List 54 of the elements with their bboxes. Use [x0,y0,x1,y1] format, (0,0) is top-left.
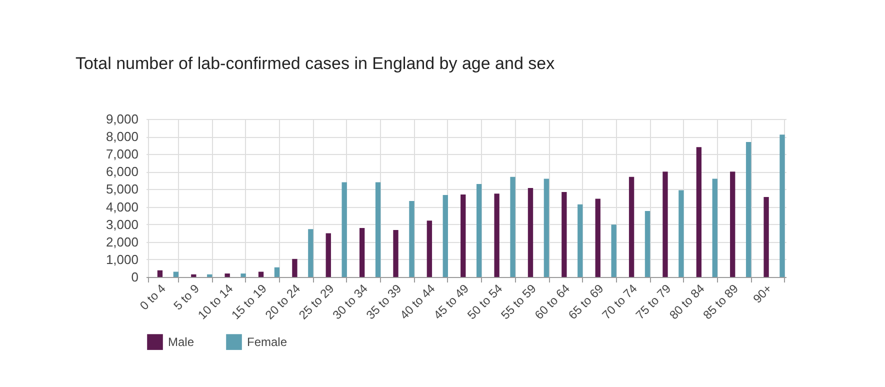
bar [326,233,331,277]
bar [224,273,230,277]
bar [274,267,280,277]
bar [292,258,298,277]
y-tick-label: 8,000 [106,129,138,144]
bar [342,182,347,277]
bar [611,224,616,277]
bar [595,198,600,277]
bar [662,172,668,277]
x-tick-label: 5 to 9 [170,281,202,313]
bar [730,172,736,277]
bar [780,134,785,277]
y-tick-label: 7,000 [106,146,138,162]
bar [173,272,179,277]
bar [712,178,718,277]
bar [510,176,516,277]
bar [628,176,634,277]
y-tick-label: 0 [131,270,138,284]
chart-title: Total number of lab-confirmed cases in England by age and sex [75,54,556,73]
x-tick-label: 0 to 4 [137,281,169,313]
bar [562,192,567,277]
bar [494,194,500,277]
y-tick-label: 3,000 [106,216,138,232]
bar [578,204,583,277]
y-tick-label: 2,000 [106,234,138,250]
bar [207,274,212,277]
y-tick-label: 9,000 [106,112,138,126]
bar [696,147,702,277]
y-tick-label: 4,000 [106,199,138,214]
legend-label: Male [168,335,194,350]
x-tick-label: 90+ [750,282,775,306]
bar [308,229,314,277]
bar [476,184,482,277]
bar [191,274,196,277]
bar [678,190,684,277]
bar [460,194,466,277]
bar [544,178,550,277]
bar [644,210,650,277]
bar [409,200,414,277]
bar [240,273,246,277]
legend-label: Female [247,335,288,350]
bar [157,270,163,277]
y-tick-label: 1,000 [106,252,138,267]
bar [442,195,448,277]
y-tick-label: 6,000 [106,164,138,180]
bar [746,142,752,277]
bar [426,220,432,277]
bar [393,230,398,277]
bar [764,196,769,277]
bar [375,182,381,277]
y-tick-label: 5,000 [106,182,138,197]
bar [359,228,365,277]
bar [258,272,264,277]
bar [528,188,534,277]
